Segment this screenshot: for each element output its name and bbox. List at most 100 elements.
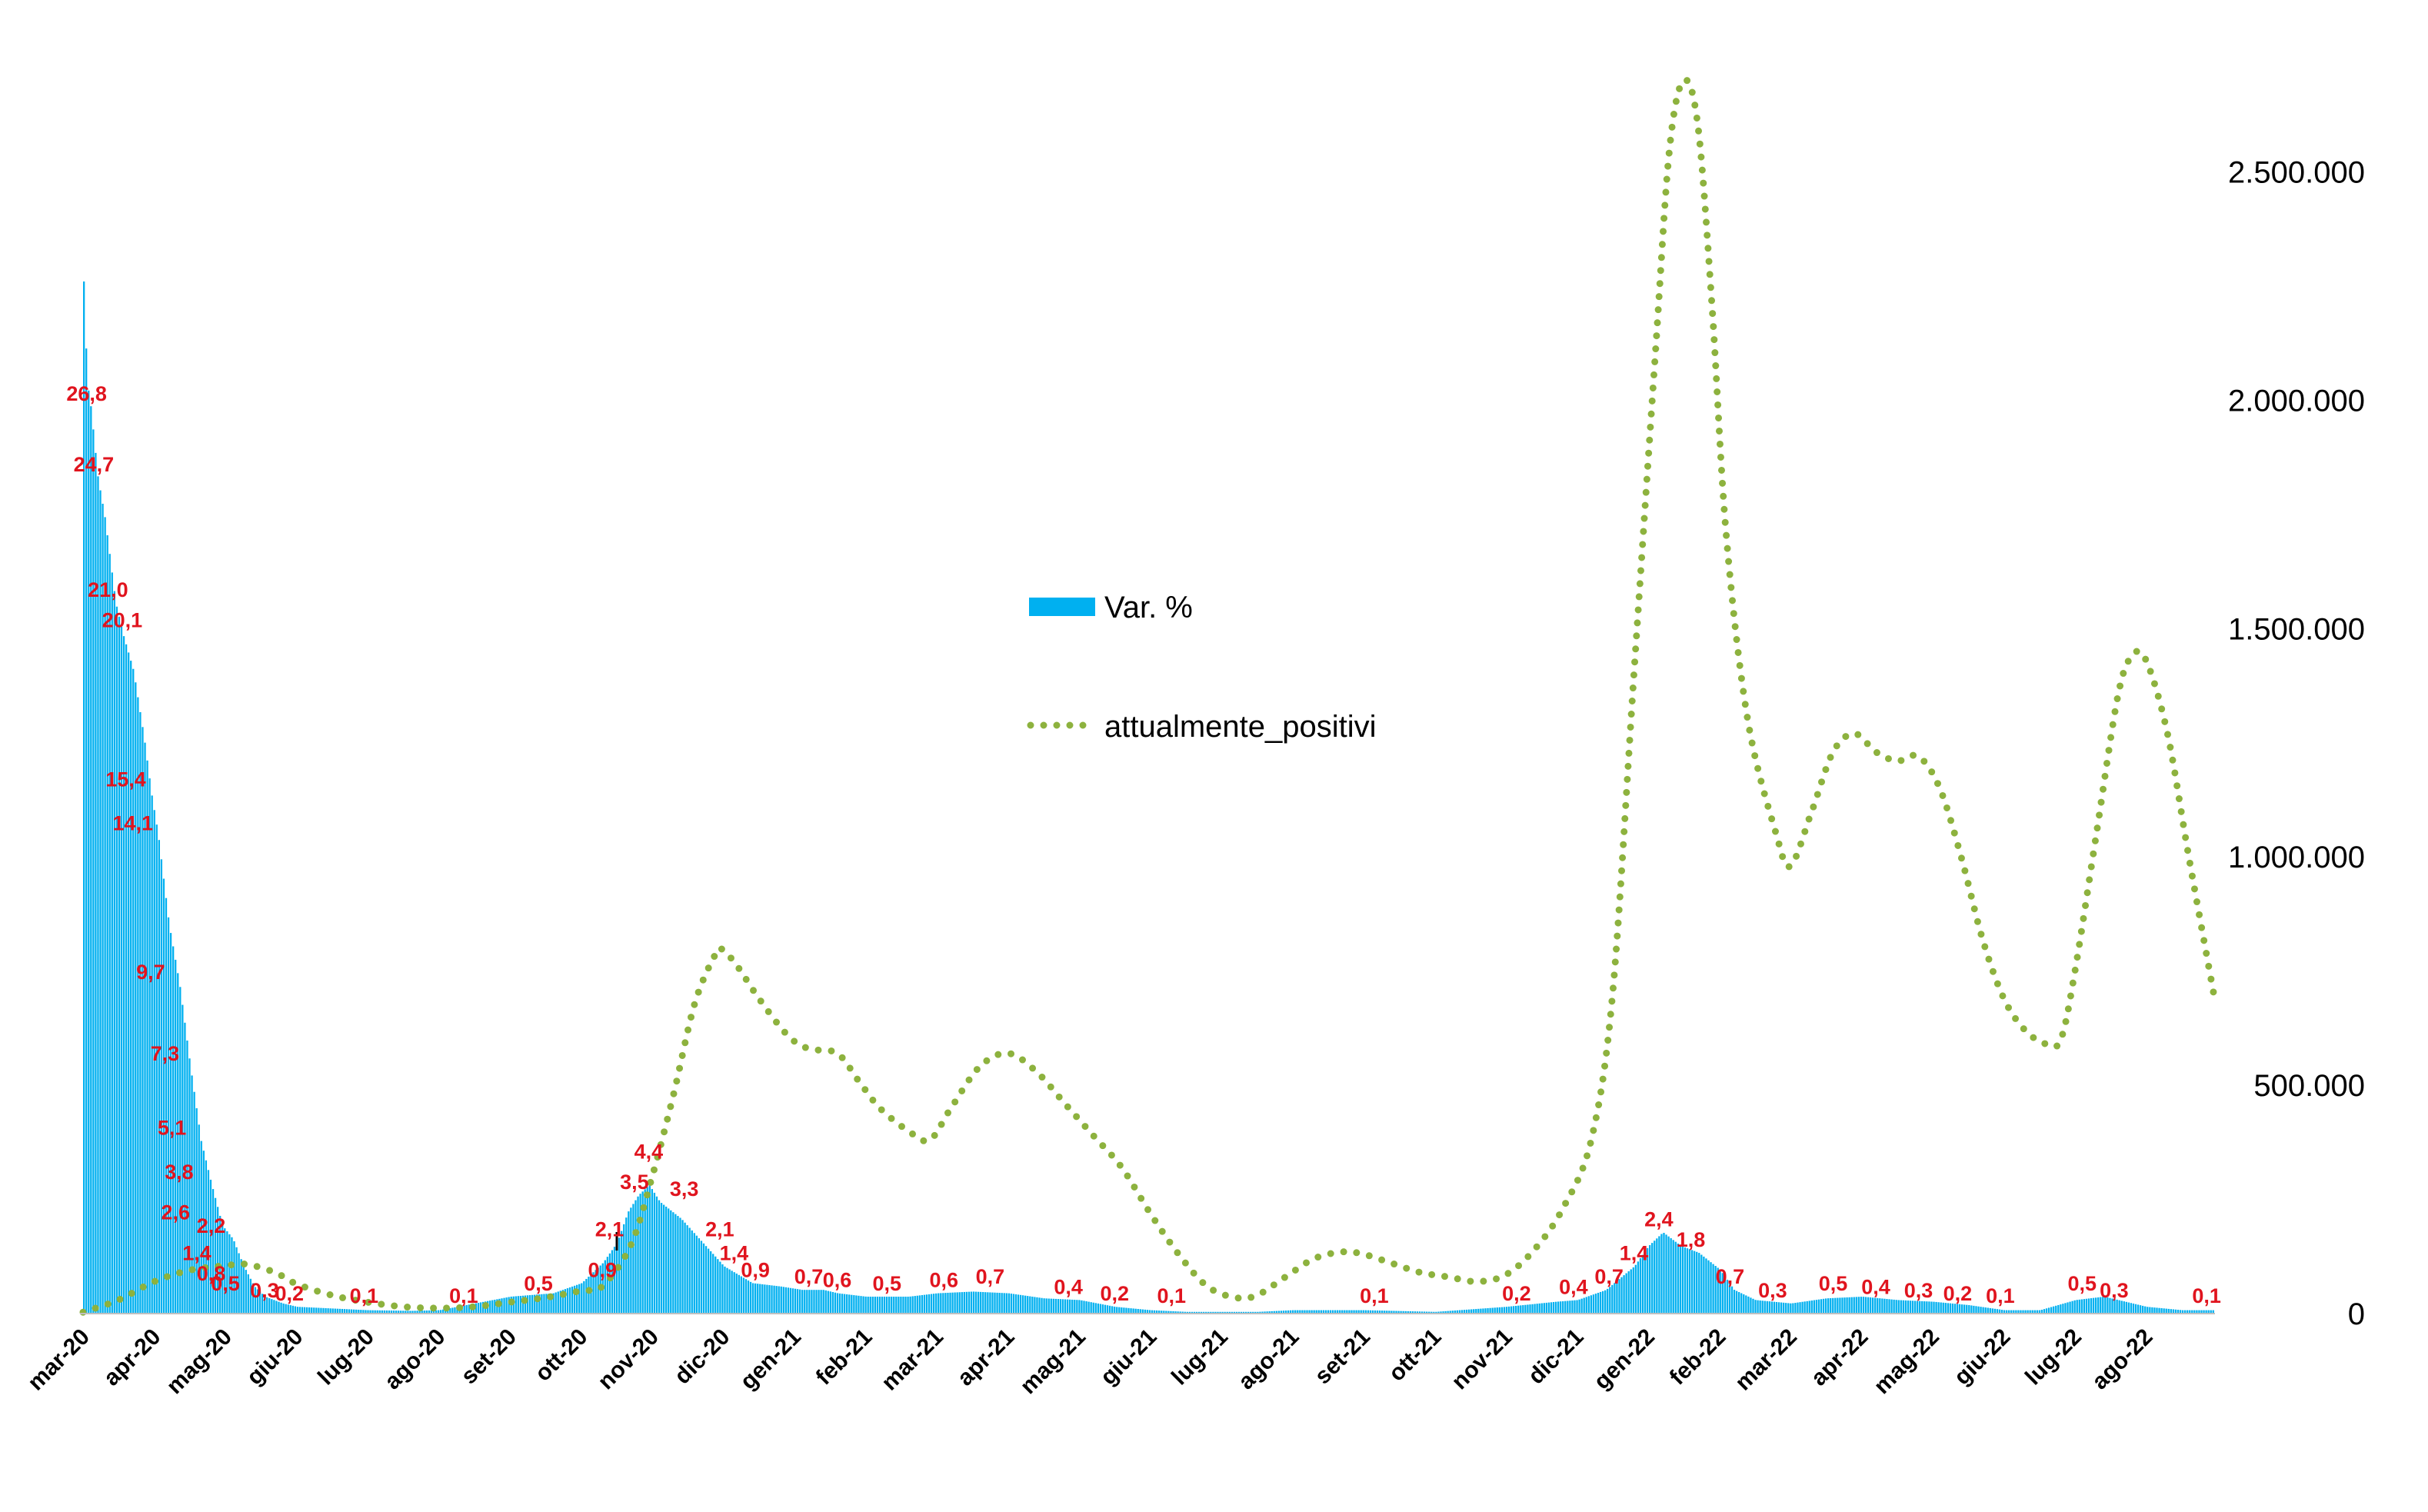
bar-var-pct — [2040, 1310, 2043, 1314]
bar-var-pct — [1277, 1311, 1281, 1314]
bar-var-pct — [1496, 1307, 1498, 1314]
bar-var-pct — [1250, 1311, 1252, 1314]
bar-var-pct — [1121, 1307, 1123, 1314]
bar-var-pct — [367, 1310, 369, 1314]
bar-var-pct — [1097, 1303, 1099, 1314]
bar-var-pct — [693, 1233, 695, 1314]
bar-var-pct — [606, 1257, 609, 1314]
data-label: 0,7 — [794, 1265, 824, 1288]
bar-var-pct — [1846, 1297, 1848, 1314]
bar-var-pct — [1010, 1294, 1013, 1314]
bar-var-pct — [1317, 1310, 1320, 1314]
bar-var-pct — [1933, 1301, 1935, 1314]
x-tick-label: apr-22 — [1806, 1324, 1873, 1391]
x-tick-label: lug-20 — [313, 1324, 379, 1390]
bar-var-pct — [989, 1292, 991, 1314]
bar-var-pct — [1949, 1303, 1952, 1314]
bar-var-pct — [200, 1141, 202, 1314]
bar-var-pct — [411, 1311, 414, 1314]
bar-var-pct — [155, 824, 158, 1314]
bar-var-pct — [1900, 1300, 1902, 1314]
bar-var-pct — [1437, 1311, 1440, 1314]
bar-var-pct — [853, 1295, 855, 1314]
line-attualmente-positivi — [79, 76, 2217, 1316]
bar-var-pct — [322, 1307, 325, 1314]
bar-var-pct — [1440, 1311, 1442, 1314]
bar-var-pct — [1050, 1298, 1052, 1314]
bar-var-pct — [1395, 1311, 1397, 1314]
bar-var-pct — [1696, 1251, 1698, 1314]
bar-var-pct — [287, 1304, 289, 1314]
data-label: 0,2 — [275, 1282, 305, 1305]
bar-var-pct — [193, 1091, 195, 1314]
bar-var-pct — [2050, 1307, 2053, 1314]
bar-var-pct — [503, 1297, 505, 1314]
bar-var-pct — [1639, 1257, 1642, 1314]
bar-var-pct — [235, 1247, 238, 1314]
bar-var-pct — [298, 1307, 301, 1314]
bar-var-pct — [878, 1297, 881, 1314]
bar-var-pct — [733, 1272, 735, 1314]
bar-var-pct — [179, 987, 182, 1314]
bar-var-pct — [1449, 1311, 1451, 1314]
bar-var-pct — [1400, 1311, 1402, 1314]
bar-var-pct — [414, 1311, 416, 1314]
bar-var-pct — [982, 1292, 984, 1314]
bar-var-pct — [1067, 1299, 1069, 1314]
bar-var-pct — [2212, 1310, 2214, 1314]
data-label: 0,2 — [1943, 1282, 1973, 1305]
bar-var-pct — [561, 1290, 565, 1314]
data-label: 0,1 — [1986, 1284, 2015, 1307]
bar-var-pct — [947, 1292, 949, 1314]
bar-var-pct — [799, 1289, 801, 1314]
bar-var-pct — [365, 1310, 367, 1314]
bar-var-pct — [1850, 1297, 1853, 1314]
bar-var-pct — [871, 1297, 874, 1314]
bar-var-pct — [1597, 1292, 1600, 1314]
bar-var-pct — [796, 1289, 799, 1314]
bar-var-pct — [1047, 1298, 1050, 1314]
bar-var-pct — [1569, 1301, 1571, 1314]
bar-var-pct — [1719, 1269, 1721, 1314]
bar-var-pct — [2139, 1305, 2142, 1314]
bar-var-pct — [1418, 1311, 1421, 1314]
bar-var-pct — [1977, 1306, 1980, 1314]
bar-var-pct — [465, 1304, 468, 1314]
bar-var-pct — [588, 1277, 590, 1314]
bar-var-pct — [1684, 1247, 1687, 1314]
bar-var-pct — [851, 1294, 853, 1314]
bar-var-pct — [918, 1295, 921, 1314]
bar-var-pct — [1904, 1300, 1907, 1314]
x-tick-label: ago-22 — [2087, 1324, 2158, 1395]
bar-var-pct — [142, 727, 144, 1314]
bar-var-pct — [1167, 1311, 1170, 1314]
bar-var-pct — [113, 591, 115, 1314]
bar-var-pct — [1580, 1298, 1583, 1314]
bar-var-pct — [1491, 1307, 1494, 1314]
bar-var-pct — [581, 1283, 583, 1314]
bar-var-pct — [1191, 1311, 1194, 1314]
bar-var-pct — [595, 1270, 597, 1314]
bar-var-pct — [658, 1200, 661, 1314]
bar-var-pct — [1500, 1307, 1504, 1314]
bar-var-pct — [613, 1247, 616, 1314]
bar-var-pct — [1141, 1309, 1144, 1314]
bar-var-pct — [1402, 1311, 1404, 1314]
bar-var-pct — [442, 1309, 445, 1314]
bar-var-pct — [1592, 1294, 1595, 1314]
bar-var-pct — [169, 933, 172, 1314]
bar-var-pct — [1672, 1240, 1674, 1314]
bar-var-pct — [1877, 1297, 1879, 1314]
bar-var-pct — [1690, 1250, 1694, 1314]
bar-var-pct — [1118, 1307, 1121, 1314]
bar-var-pct — [198, 1124, 200, 1314]
bar-var-pct — [1420, 1311, 1424, 1314]
bar-var-pct — [2189, 1310, 2191, 1314]
bar-var-pct — [1545, 1302, 1548, 1314]
bar-var-pct — [1081, 1300, 1083, 1314]
bar-var-pct — [1735, 1291, 1738, 1314]
bar-var-pct — [1923, 1301, 1926, 1314]
data-label: 2,2 — [197, 1214, 226, 1237]
bar-var-pct — [1473, 1309, 1475, 1314]
bar-var-pct — [409, 1311, 411, 1314]
